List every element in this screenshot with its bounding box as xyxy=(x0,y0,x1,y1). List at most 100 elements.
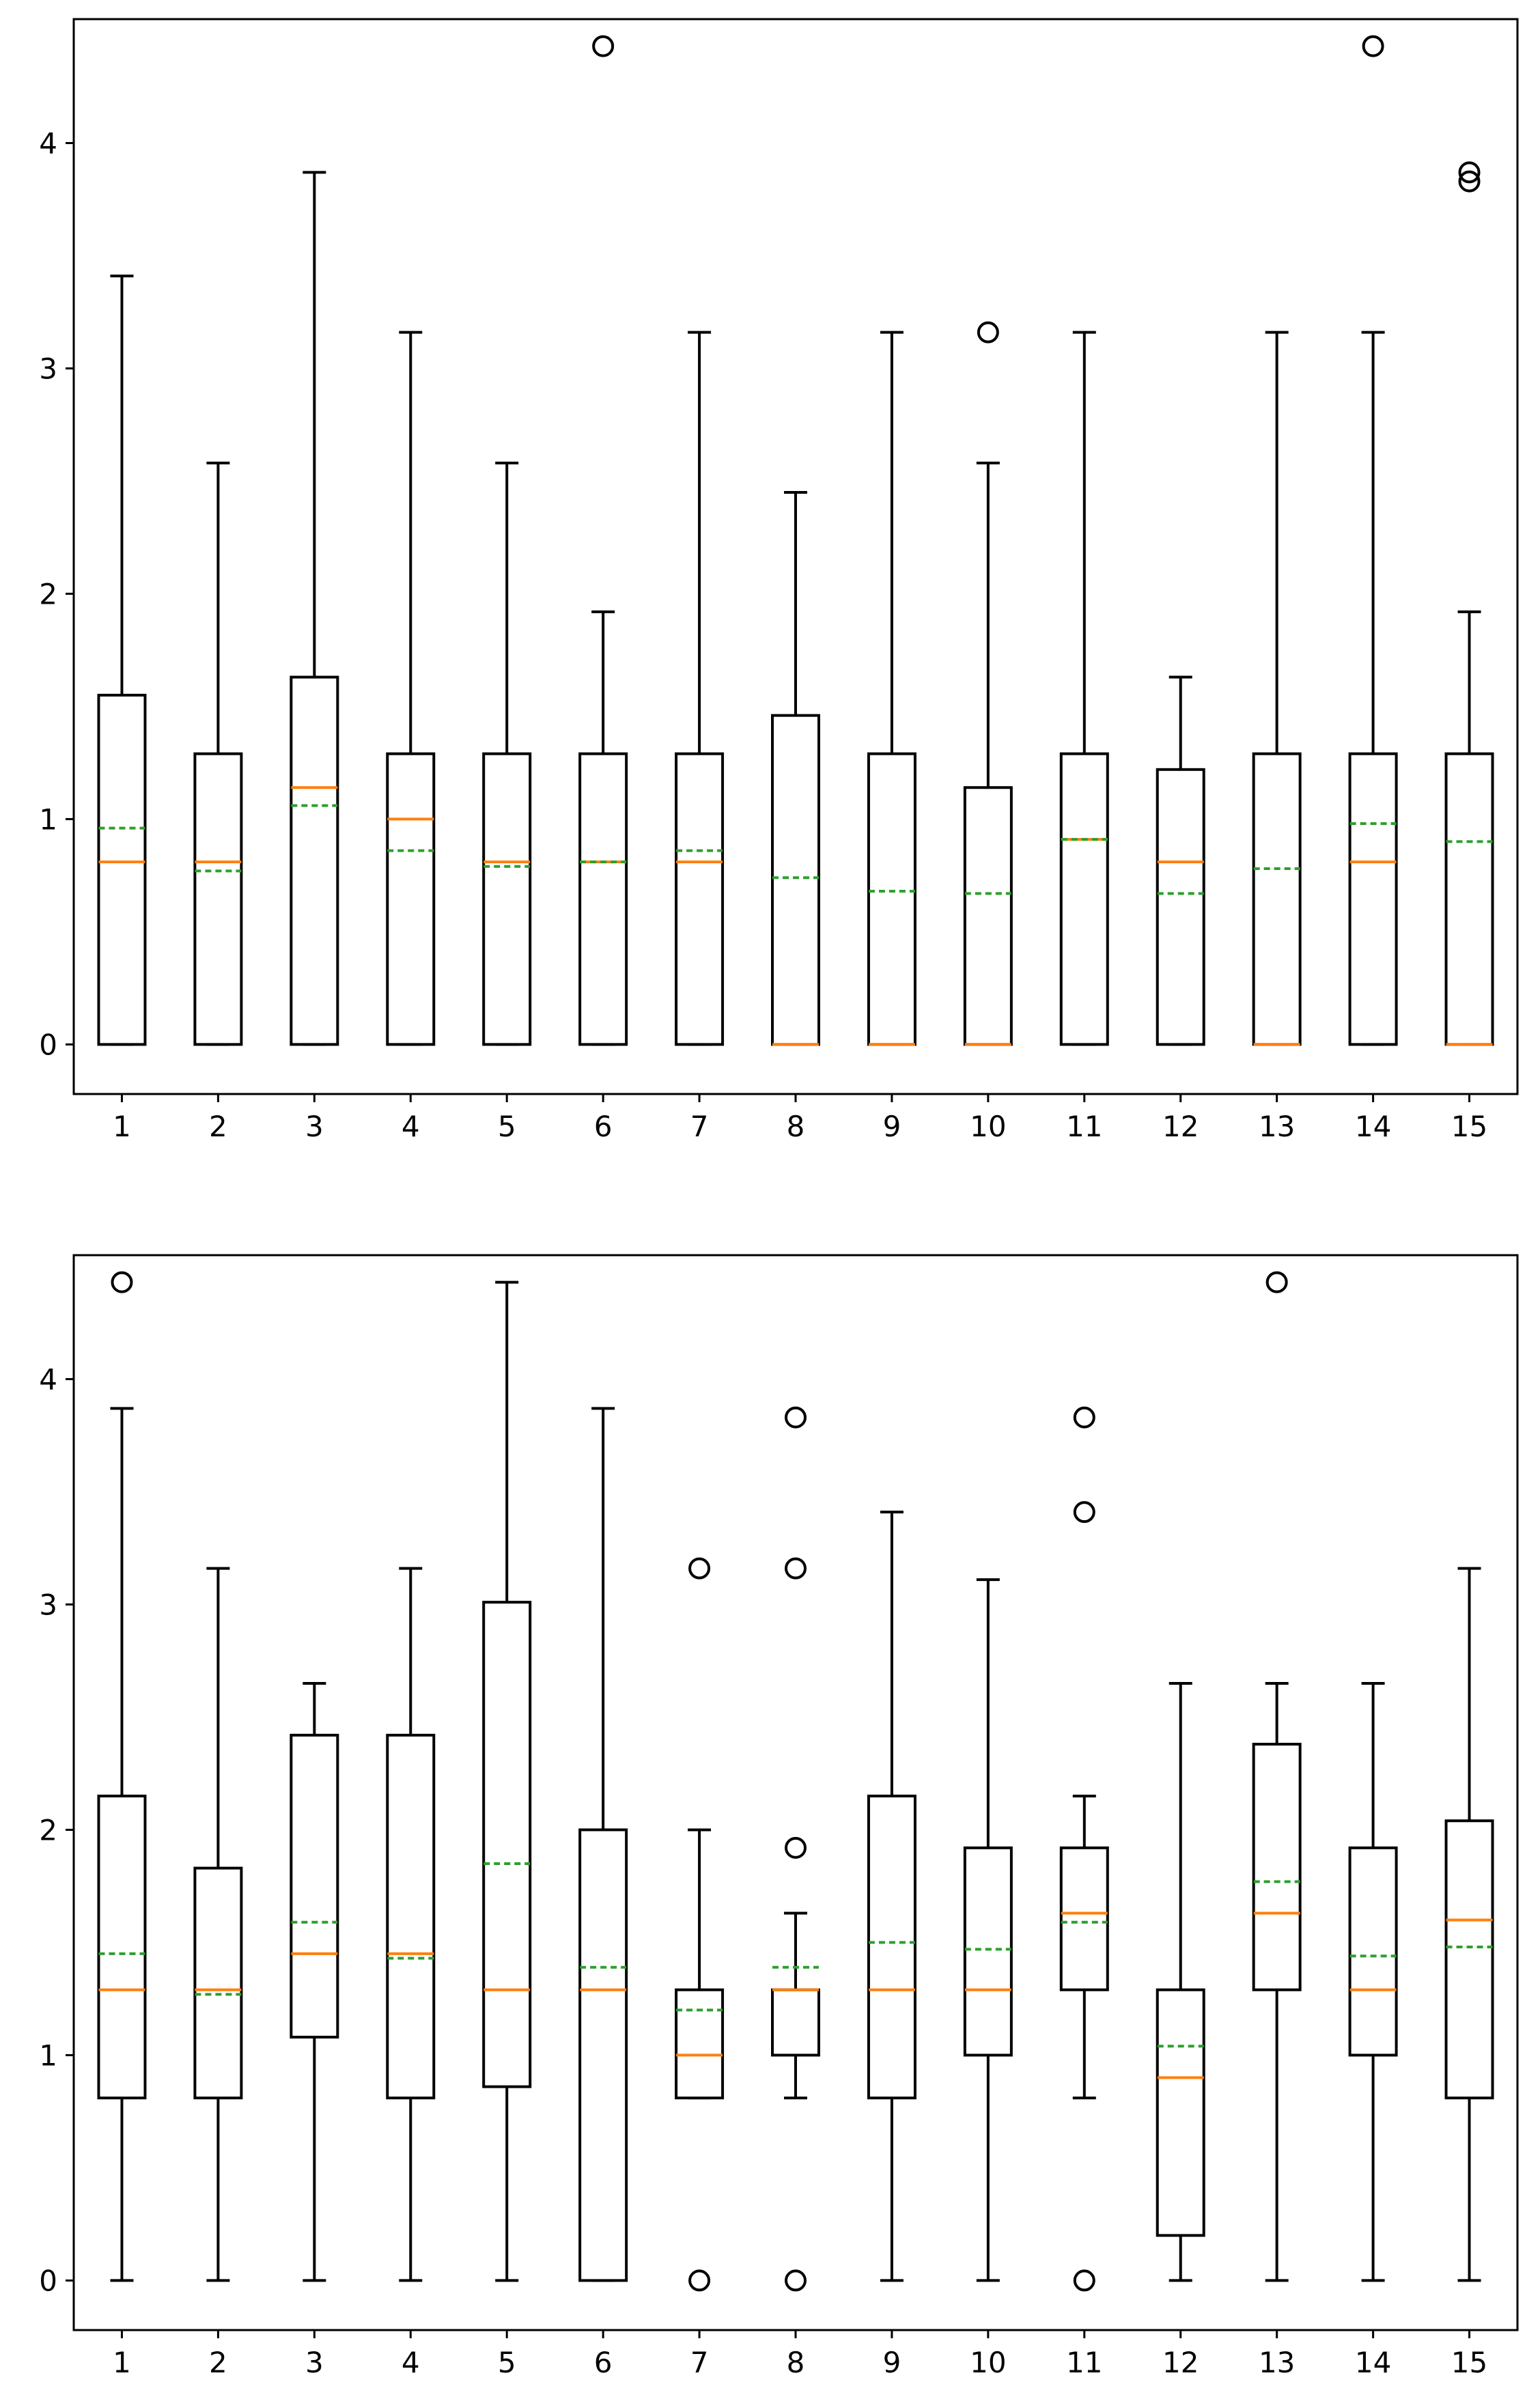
flier-point xyxy=(785,1836,807,1859)
box-iqr xyxy=(867,752,916,1046)
x-tick-label: 4 xyxy=(402,2346,420,2379)
box-iqr xyxy=(771,714,820,1046)
box-12 xyxy=(1156,1681,1205,2282)
box-iqr xyxy=(963,1846,1013,2057)
flier-point xyxy=(1265,1271,1288,1293)
box-14 xyxy=(1348,1681,1398,2282)
x-tick-label: 7 xyxy=(690,1110,709,1143)
flier-point xyxy=(785,1557,807,1580)
x-tick-label: 2 xyxy=(209,1110,227,1143)
box-1 xyxy=(97,1271,147,2282)
x-tick-label: 8 xyxy=(787,2346,805,2379)
box-2 xyxy=(193,1567,243,2282)
box-iqr xyxy=(675,1988,725,2100)
box-7 xyxy=(675,331,725,1046)
box-8 xyxy=(771,490,820,1046)
x-tick-label: 8 xyxy=(787,1110,805,1143)
box-iqr xyxy=(97,1794,147,2100)
x-tick-label: 12 xyxy=(1162,1110,1199,1143)
box-2 xyxy=(193,462,243,1046)
box-iqr xyxy=(1444,1819,1494,2100)
x-tick-label: 14 xyxy=(1355,1110,1391,1143)
flier-point xyxy=(785,2269,807,2292)
box-iqr xyxy=(1156,768,1205,1046)
box-6 xyxy=(578,1407,628,2282)
box-iqr xyxy=(963,786,1013,1046)
box-iqr xyxy=(1348,1846,1398,2057)
box-10 xyxy=(963,321,1013,1046)
x-tick-label: 2 xyxy=(209,2346,227,2379)
box-11 xyxy=(1059,1406,1109,2292)
box-5 xyxy=(482,1280,532,2282)
box-5 xyxy=(482,462,532,1046)
box-15 xyxy=(1444,1567,1494,2282)
box-iqr xyxy=(1348,752,1398,1046)
y-tick-label: 2 xyxy=(39,577,57,611)
box-14 xyxy=(1348,35,1398,1046)
box-9 xyxy=(867,331,916,1046)
box-iqr xyxy=(1059,752,1109,1046)
flier-point xyxy=(1073,1501,1095,1524)
y-tick-label: 3 xyxy=(39,1588,57,1621)
flier-point xyxy=(1458,161,1481,184)
y-tick-label: 2 xyxy=(39,1813,57,1847)
flier-point xyxy=(688,2269,711,2292)
x-tick-label: 5 xyxy=(498,1110,516,1143)
x-tick-label: 10 xyxy=(970,1110,1006,1143)
box-iqr xyxy=(97,693,147,1046)
flier-point xyxy=(592,35,615,57)
box-iqr xyxy=(482,752,532,1046)
y-tick-label: 4 xyxy=(39,126,57,160)
box-15 xyxy=(1444,161,1494,1046)
box-iqr xyxy=(193,1866,243,2100)
box-iqr xyxy=(386,752,436,1046)
box-12 xyxy=(1156,675,1205,1046)
x-tick-label: 15 xyxy=(1451,2346,1487,2379)
box-11 xyxy=(1059,331,1109,1046)
flier-point xyxy=(977,321,999,344)
x-tick-label: 14 xyxy=(1355,2346,1391,2379)
box-iqr xyxy=(771,1988,820,2057)
x-tick-label: 5 xyxy=(498,2346,516,2379)
flier-point xyxy=(785,1406,807,1429)
flier-point xyxy=(111,1271,133,1293)
x-tick-label: 6 xyxy=(594,2346,613,2379)
x-tick-label: 3 xyxy=(305,1110,324,1143)
box-3 xyxy=(290,1681,339,2282)
x-tick-label: 12 xyxy=(1162,2346,1199,2379)
box-iqr xyxy=(290,1733,339,2039)
x-tick-label: 15 xyxy=(1451,1110,1487,1143)
flier-point xyxy=(1458,170,1481,193)
axes-frame xyxy=(72,1254,1519,2331)
box-iqr xyxy=(290,675,339,1046)
box-iqr xyxy=(1156,1988,1205,2237)
box-7 xyxy=(675,1557,725,2292)
box-6 xyxy=(578,35,628,1046)
box-iqr xyxy=(578,752,628,1046)
x-tick-label: 7 xyxy=(690,2346,709,2379)
box-iqr xyxy=(1444,752,1494,1046)
x-tick-label: 1 xyxy=(113,2346,131,2379)
box-8 xyxy=(771,1406,820,2292)
x-tick-label: 1 xyxy=(113,1110,131,1143)
y-tick-label: 3 xyxy=(39,352,57,385)
flier-point xyxy=(1362,35,1384,57)
x-tick-label: 9 xyxy=(883,1110,901,1143)
box-13 xyxy=(1252,331,1302,1046)
flier-point xyxy=(1073,1406,1095,1429)
x-tick-label: 4 xyxy=(402,1110,420,1143)
x-tick-label: 3 xyxy=(305,2346,324,2379)
flier-point xyxy=(1073,2269,1095,2292)
flier-point xyxy=(688,1557,711,1580)
x-tick-label: 11 xyxy=(1066,2346,1102,2379)
box-10 xyxy=(963,1578,1013,2282)
y-tick-label: 4 xyxy=(39,1362,57,1396)
x-tick-label: 13 xyxy=(1259,1110,1295,1143)
box-iqr xyxy=(867,1794,916,2100)
box-iqr xyxy=(675,752,725,1046)
x-tick-label: 10 xyxy=(970,2346,1006,2379)
